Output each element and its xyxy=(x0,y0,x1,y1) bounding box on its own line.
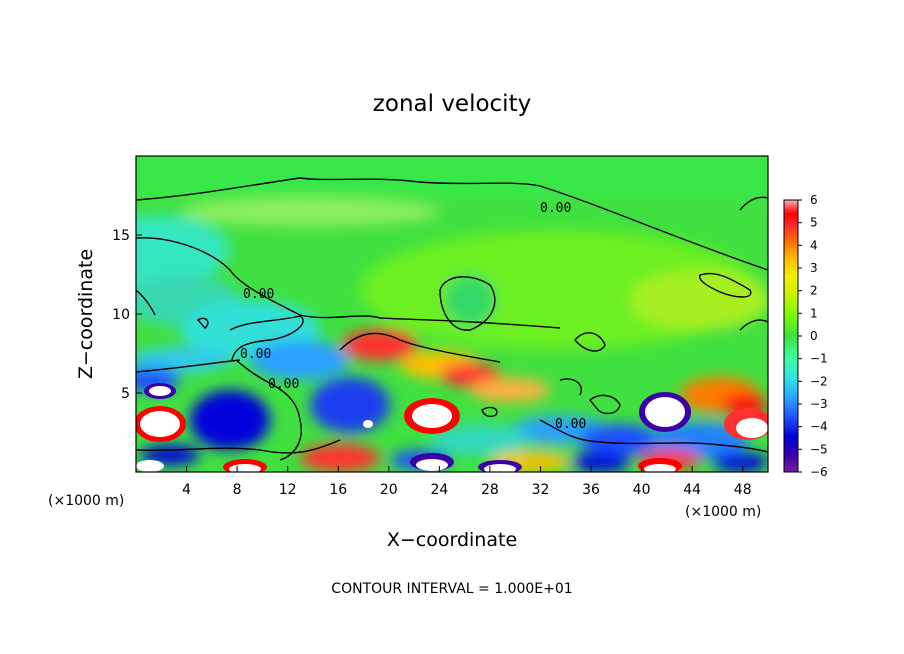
colorbar-tick-label: 0 xyxy=(810,329,818,343)
x-tick-label: 4 xyxy=(182,482,191,498)
colorbar-ticks: 6 5 4 3 2 1 0 −1 −2 −3 −4 −5 −6 xyxy=(798,193,828,479)
x-axis-title: X−coordinate xyxy=(387,529,517,551)
colorbar-tick-label: −1 xyxy=(810,352,828,366)
x-tick-label: 28 xyxy=(481,482,499,498)
colorbar-tick-label: 5 xyxy=(810,216,818,230)
contour-labels: 0.00 0.00 0.00 0.00 0.00 xyxy=(240,201,586,432)
colorbar-tick-label: −4 xyxy=(810,420,828,434)
x-tick-label: 12 xyxy=(279,482,297,498)
x-tick-label: 24 xyxy=(430,482,448,498)
contour-label-3: 0.00 xyxy=(240,347,271,362)
contour-label-5: 0.00 xyxy=(555,417,586,432)
x-tick-label: 44 xyxy=(683,482,701,498)
y-tick-label: 15 xyxy=(112,228,130,244)
x-tick-label: 48 xyxy=(734,482,752,498)
x-unit-label-left: (×1000 m) xyxy=(48,493,124,509)
colorbar-tick-label: −3 xyxy=(810,397,828,411)
zero-contours xyxy=(136,177,768,461)
strong-cores xyxy=(136,383,768,472)
x-axis: 4 8 12 16 20 24 28 32 36 40 44 48 xyxy=(182,466,752,498)
x-tick-label: 40 xyxy=(633,482,651,498)
colorbar-tick-label: 6 xyxy=(810,193,818,207)
y-axis-title: Z−coordinate xyxy=(75,249,97,379)
x-unit-label-right: (×1000 m) xyxy=(685,504,761,520)
x-tick-label: 20 xyxy=(380,482,398,498)
colorbar-tick-label: 2 xyxy=(810,284,818,298)
x-tick-label: 36 xyxy=(582,482,600,498)
colorbar-tick-label: 4 xyxy=(810,238,818,252)
y-axis: 5 10 15 xyxy=(112,228,142,402)
colorbar-tick-label: 3 xyxy=(810,261,818,275)
colorbar-tick-label: −6 xyxy=(810,465,828,479)
y-tick-label: 5 xyxy=(121,386,130,402)
colorbar-tick-label: −2 xyxy=(810,374,828,388)
colorbar-ramp xyxy=(783,199,799,473)
y-tick-label: 10 xyxy=(112,307,130,323)
colorbar: 6 5 4 3 2 1 0 −1 −2 −3 −4 −5 −6 xyxy=(783,193,828,479)
colorbar-tick-label: −5 xyxy=(810,442,828,456)
contour-label-1: 0.00 xyxy=(540,201,571,216)
chart-title: zonal velocity xyxy=(373,91,531,117)
heatmap-field: 0.00 0.00 0.00 0.00 0.00 xyxy=(136,156,768,472)
contour-label-4: 0.00 xyxy=(268,377,299,392)
x-tick-label: 16 xyxy=(329,482,347,498)
x-tick-label: 8 xyxy=(233,482,242,498)
contour-label-2: 0.00 xyxy=(243,287,274,302)
colorbar-tick-label: 1 xyxy=(810,306,818,320)
contour-interval-note: CONTOUR INTERVAL = 1.000E+01 xyxy=(331,581,572,597)
x-tick-label: 32 xyxy=(532,482,550,498)
